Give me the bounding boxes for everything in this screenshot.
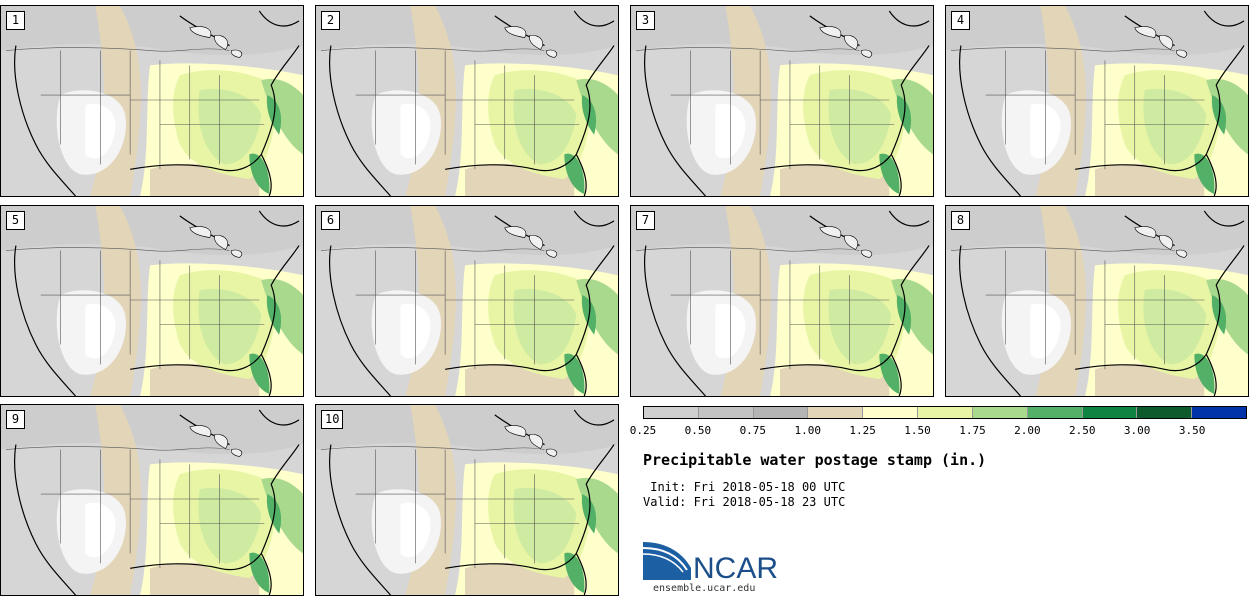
postage-stamp-map: 2 xyxy=(315,5,619,197)
precip-water-map xyxy=(1,405,303,595)
ensemble-member-label: 1 xyxy=(6,11,25,30)
colorbar-segment xyxy=(1136,407,1192,418)
colorbar-segment xyxy=(1081,407,1137,418)
colorbar-tick-label: 2.00 xyxy=(1014,424,1041,437)
colorbar-segment xyxy=(971,407,1027,418)
precip-water-map xyxy=(1,206,303,396)
colorbar-tick-label: 1.75 xyxy=(959,424,986,437)
colorbar-tick-label: 3.00 xyxy=(1123,424,1151,437)
logo-url: ensemble.ucar.edu xyxy=(653,583,756,594)
colorbar-segment xyxy=(752,407,808,418)
ensemble-member-label: 7 xyxy=(636,211,655,230)
init-time: Init: Fri 2018-05-18 00 UTC xyxy=(643,480,846,494)
colorbar-segment xyxy=(644,407,698,418)
postage-stamp-map: 6 xyxy=(315,205,619,397)
precip-water-map xyxy=(316,405,618,595)
colorbar-tick-label: 0.75 xyxy=(739,424,767,437)
ncar-logo: NCAR xyxy=(643,542,778,584)
precip-water-map xyxy=(946,6,1248,196)
colorbar-tick-label: 2.50 xyxy=(1069,424,1096,437)
colorbar-tick-label: 0.25 xyxy=(629,424,657,437)
ensemble-member-label: 5 xyxy=(6,211,25,230)
precip-water-map xyxy=(1,6,303,196)
ensemble-member-label: 8 xyxy=(951,211,970,230)
colorbar-tick-label: 1.25 xyxy=(849,424,876,437)
ensemble-member-label: 3 xyxy=(636,11,655,30)
colorbar-segment xyxy=(1026,407,1082,418)
postage-stamp-map: 7 xyxy=(630,205,934,397)
colorbar-segment xyxy=(1191,407,1246,418)
postage-stamp-map: 8 xyxy=(945,205,1249,397)
colorbar-tick-label: 1.00 xyxy=(794,424,821,437)
postage-stamp-map: 9 xyxy=(0,404,304,596)
colorbar-segment xyxy=(807,407,863,418)
postage-stamp-map: 4 xyxy=(945,5,1249,197)
valid-time: Valid: Fri 2018-05-18 23 UTC xyxy=(643,495,846,509)
precip-water-map xyxy=(631,206,933,396)
ensemble-member-label: 6 xyxy=(321,211,340,230)
precip-water-map xyxy=(316,6,618,196)
colorbar-segment xyxy=(697,407,753,418)
colorbar-tick-label: 1.50 xyxy=(904,424,931,437)
logo-wordmark: NCAR xyxy=(693,552,778,584)
colorbar-tick-label: 3.50 xyxy=(1178,424,1206,437)
colorbar-tick-label: 0.50 xyxy=(684,424,712,437)
precip-water-map xyxy=(316,206,618,396)
ensemble-member-label: 4 xyxy=(951,11,970,30)
precip-water-map xyxy=(946,206,1248,396)
colorbar-segment xyxy=(862,407,918,418)
postage-stamp-map: 3 xyxy=(630,5,934,197)
figure-title: Precipitable water postage stamp (in.) xyxy=(643,451,987,469)
colorbar xyxy=(643,406,1247,419)
postage-stamp-map: 5 xyxy=(0,205,304,397)
ensemble-member-label: 2 xyxy=(321,11,340,30)
ensemble-member-label: 9 xyxy=(6,410,25,429)
ensemble-member-label: 10 xyxy=(321,410,344,429)
precip-water-map xyxy=(631,6,933,196)
postage-stamp-map: 10 xyxy=(315,404,619,596)
postage-stamp-map: 1 xyxy=(0,5,304,197)
colorbar-segment xyxy=(917,407,972,418)
